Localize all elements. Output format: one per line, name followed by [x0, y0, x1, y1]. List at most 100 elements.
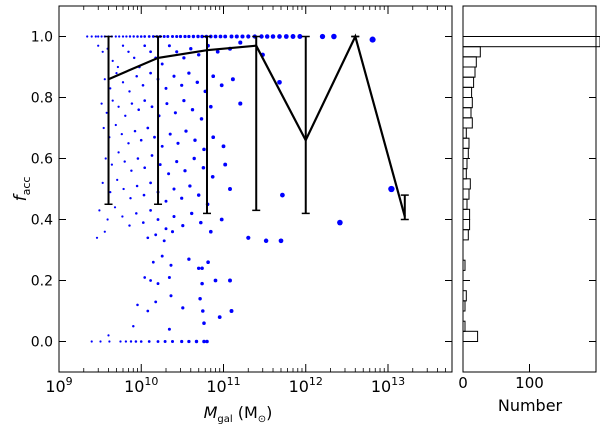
scatter-point: [102, 126, 105, 130]
scatter-point: [113, 206, 117, 209]
scatter-point: [211, 74, 216, 79]
scatter-point: [95, 236, 99, 239]
scatter-point: [135, 212, 138, 215]
scatter-point: [137, 108, 140, 111]
scatter-point: [183, 169, 187, 173]
scatter-ticks: 0.0 0.2 0.4 0.6 0.8 1.0 109 1010 1011 1012 1013: [31, 6, 452, 396]
scatter-point: [139, 340, 143, 343]
scatter-point: [180, 196, 184, 200]
scatter-point: [139, 138, 143, 142]
scatter-point: [106, 218, 109, 221]
scatter-point: [156, 282, 160, 286]
scatter-point: [199, 117, 204, 121]
y-tick-label: 0.0: [31, 335, 53, 351]
scatter-point: [116, 65, 120, 69]
scatter-point: [103, 230, 106, 233]
scatter-point: [129, 340, 133, 343]
scatter-point: [117, 151, 120, 154]
scatter-point: [180, 83, 184, 87]
scatter-point: [150, 105, 154, 109]
histogram-x-tick-label: 100: [515, 374, 544, 392]
scatter-point: [132, 56, 136, 60]
scatter-point: [259, 34, 264, 39]
scatter-point: [127, 50, 130, 53]
scatter-point: [184, 129, 188, 133]
scatter-point: [103, 78, 106, 81]
scatter-point: [319, 33, 326, 40]
histogram-x-tick-label: 0: [458, 374, 468, 392]
scatter-point: [114, 123, 117, 127]
scatter-point: [263, 238, 269, 244]
scatter-point: [135, 184, 139, 188]
scatter-point: [246, 34, 251, 39]
scatter-point: [109, 191, 112, 194]
scatter-point: [110, 163, 113, 166]
scatter-point: [139, 35, 143, 38]
scatter-axes-frame: [58, 5, 453, 373]
scatter-point: [121, 35, 125, 38]
scatter-point: [205, 339, 209, 344]
scatter-point: [188, 184, 192, 188]
scatter-point: [98, 209, 101, 212]
scatter-point: [123, 160, 126, 163]
scatter-point: [111, 99, 114, 102]
histogram-x-axis-label: Number: [498, 396, 563, 415]
scatter-point: [90, 340, 93, 343]
scatter-point: [240, 34, 245, 39]
x-tick-label: 1013: [371, 375, 405, 396]
scatter-point: [164, 199, 168, 203]
scatter-point: [238, 101, 243, 106]
scatter-point: [201, 165, 206, 170]
x-tick-label: 1012: [289, 375, 323, 396]
scatter-point: [158, 163, 162, 167]
scatter-point: [124, 114, 127, 117]
scatter-point: [143, 44, 147, 48]
scatter-point: [151, 35, 155, 38]
scatter-point: [163, 340, 167, 343]
scatter-point: [166, 35, 170, 38]
scatter-point: [128, 90, 131, 93]
scatter-point: [154, 233, 158, 237]
scatter-point: [143, 99, 147, 102]
scatter-point: [162, 239, 166, 243]
scatter-point: [104, 157, 107, 160]
scatter-point: [111, 59, 114, 63]
scatter-point: [196, 53, 201, 57]
scatter-point: [199, 220, 203, 225]
scatter-point: [143, 166, 147, 170]
scatter-point: [198, 297, 202, 301]
scatter-point: [169, 263, 173, 267]
scatter-point: [146, 309, 150, 313]
scatter-point: [169, 294, 173, 298]
scatter-point: [128, 35, 132, 38]
scatter-point: [105, 111, 108, 114]
scatter-point: [277, 79, 282, 85]
scatter-point: [337, 219, 343, 226]
scatter-point: [156, 218, 160, 221]
scatter-point: [127, 142, 130, 145]
scatter-point: [228, 187, 232, 191]
scatter-point: [108, 340, 111, 343]
scatter-point: [200, 281, 204, 286]
scatter-point: [99, 340, 102, 343]
scatter-point: [101, 181, 104, 184]
scatter-point: [121, 44, 125, 47]
scatter-point: [147, 340, 151, 343]
scatter-point: [160, 144, 164, 148]
scatter-point: [200, 266, 204, 271]
scatter-point: [164, 227, 168, 231]
scatter-point: [164, 86, 168, 90]
scatter-point: [229, 34, 234, 39]
scatter-point: [213, 34, 218, 39]
x-axis-label: Mgal (M⊙): [204, 403, 273, 425]
scatter-point: [215, 49, 220, 54]
scatter-point: [246, 235, 251, 240]
scatter-point: [162, 35, 166, 38]
scatter-point: [175, 160, 179, 164]
scatter-point: [202, 339, 206, 344]
scatter-point: [119, 340, 122, 343]
scatter-point: [277, 34, 282, 39]
histogram-ticks: 0 100: [458, 36, 596, 392]
scatter-point: [128, 224, 131, 227]
